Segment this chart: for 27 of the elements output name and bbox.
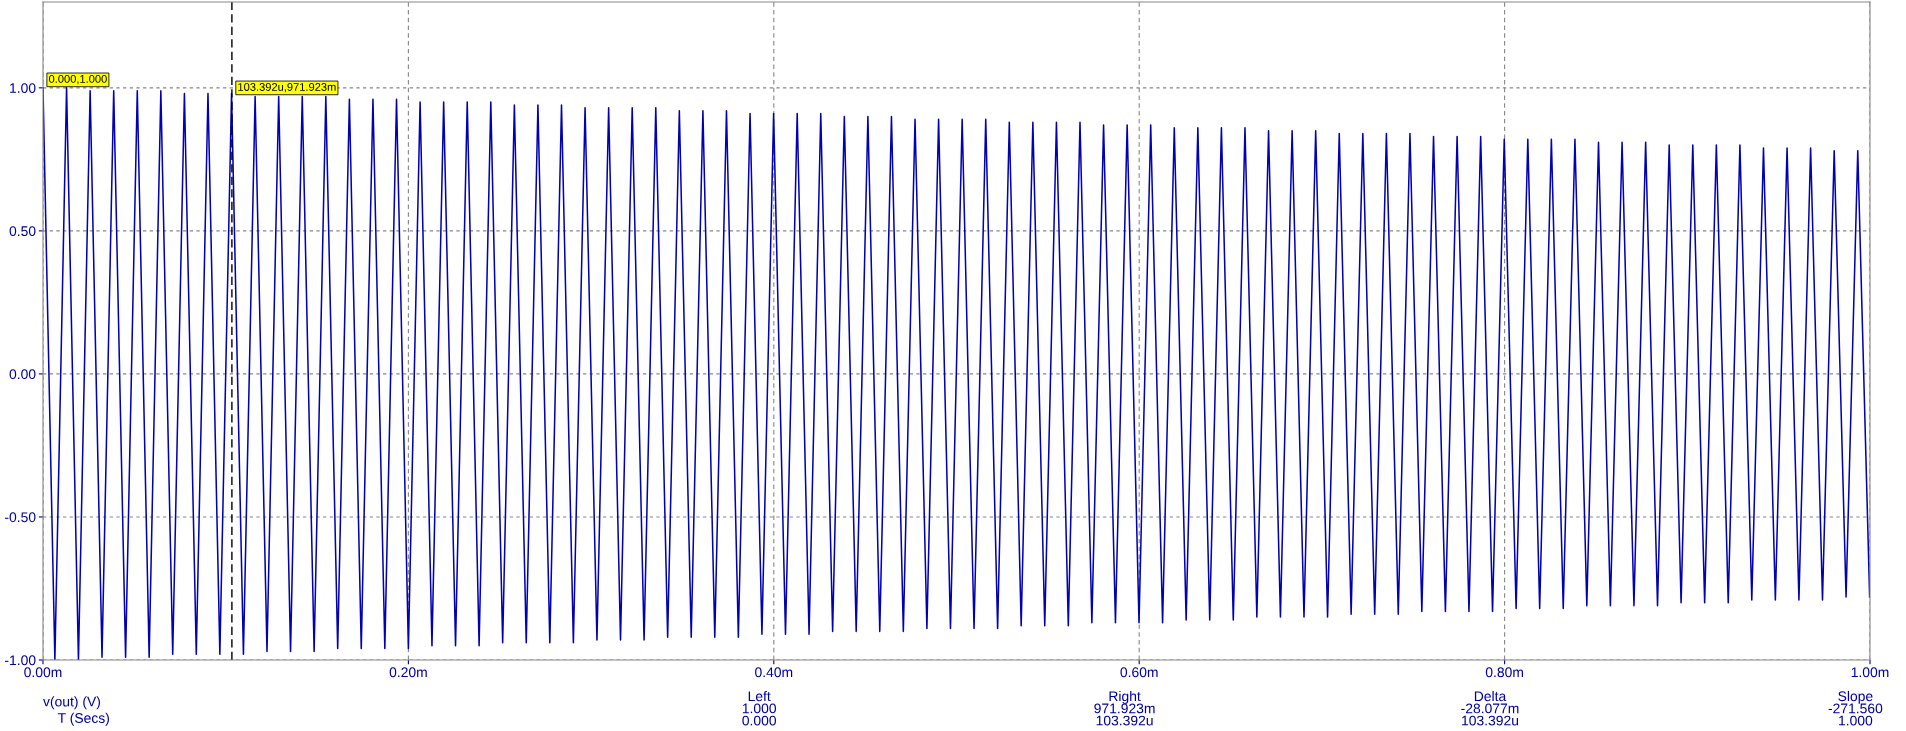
text: 971.923m (1094, 703, 1155, 714)
x-tick-label: 0.00m (24, 667, 62, 678)
text: Slope (1838, 690, 1873, 704)
y-tick-label: 1.00 (10, 83, 36, 93)
text: 0.000 (742, 715, 777, 726)
text: 1.000 (1839, 715, 1873, 726)
text: v(out) (V) (43, 696, 101, 710)
y-tick-label: -1.00 (5, 655, 36, 666)
annotation: 0.000,1.000 (48, 74, 107, 85)
text: 103.392u (1096, 715, 1153, 726)
x-tick-label: 0.80m (1485, 667, 1523, 678)
x-tick-label: 0.60m (1120, 667, 1158, 678)
text: 1.000 (742, 703, 777, 714)
y-tick-label: -0.50 (5, 512, 36, 523)
text: Delta (1474, 690, 1507, 702)
text: Left (748, 690, 771, 702)
y-tick-label: 0.50 (9, 226, 36, 237)
text: -28.077m (1461, 703, 1519, 714)
text: Right (1109, 690, 1141, 704)
x-axis-title: T (Secs) (57, 712, 109, 726)
x-tick-label: 0.40m (755, 667, 793, 678)
annotation: 103.392u,971.923m (238, 83, 336, 93)
x-tick-label: 0.20m (389, 667, 427, 678)
y-tick-label: 0.00 (9, 369, 36, 380)
text: 103.392u (1462, 715, 1519, 726)
text: -271.560 (1828, 703, 1883, 714)
x-tick-label: 1.00m (1851, 667, 1889, 678)
